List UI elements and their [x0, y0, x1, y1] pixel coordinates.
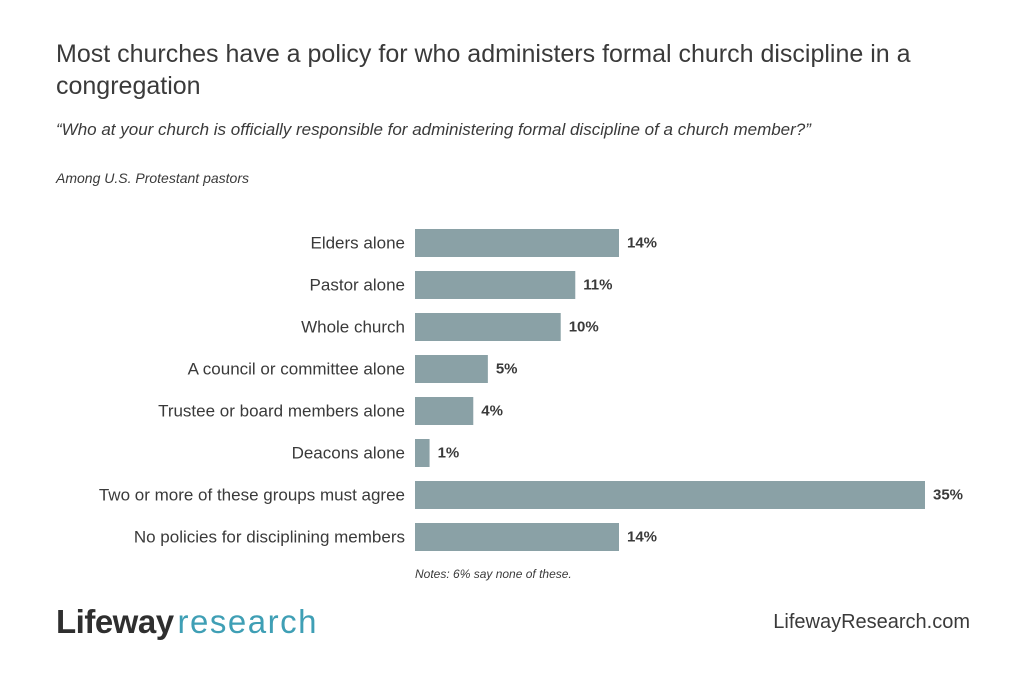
value-label: 14% [627, 235, 657, 252]
bar [415, 481, 925, 509]
bar [415, 229, 619, 257]
category-label: Elders alone [310, 234, 405, 253]
footnote: Notes: 6% say none of these. [415, 567, 572, 581]
chart-subtitle: “Who at your church is officially respon… [56, 120, 811, 139]
category-label: Whole church [301, 318, 405, 337]
bar [415, 439, 430, 467]
chart-title: Most churches have a policy for who admi… [56, 40, 911, 100]
category-label: No policies for disciplining members [134, 528, 405, 547]
category-label: A council or committee alone [188, 360, 405, 379]
category-label: Deacons alone [292, 444, 405, 463]
bar [415, 397, 474, 425]
bar [415, 313, 561, 341]
category-label: Trustee or board members alone [158, 402, 405, 421]
category-label: Two or more of these groups must agree [99, 486, 405, 505]
value-label: 10% [569, 319, 599, 336]
value-label: 5% [496, 361, 518, 378]
logo-product: research [177, 603, 318, 640]
value-label: 11% [583, 277, 612, 294]
website-link[interactable]: LifewayResearch.com [773, 611, 970, 633]
logo-brand: Lifeway [56, 603, 174, 640]
bar [415, 355, 488, 383]
value-label: 1% [438, 445, 460, 462]
population-note: Among U.S. Protestant pastors [56, 170, 249, 186]
lifeway-research-logo[interactable]: Lifeway research [56, 602, 318, 642]
category-label: Pastor alone [310, 276, 405, 295]
value-label: 14% [627, 529, 657, 546]
bar [415, 523, 619, 551]
value-label: 35% [933, 487, 963, 504]
value-label: 4% [481, 403, 503, 420]
bar [415, 271, 576, 299]
